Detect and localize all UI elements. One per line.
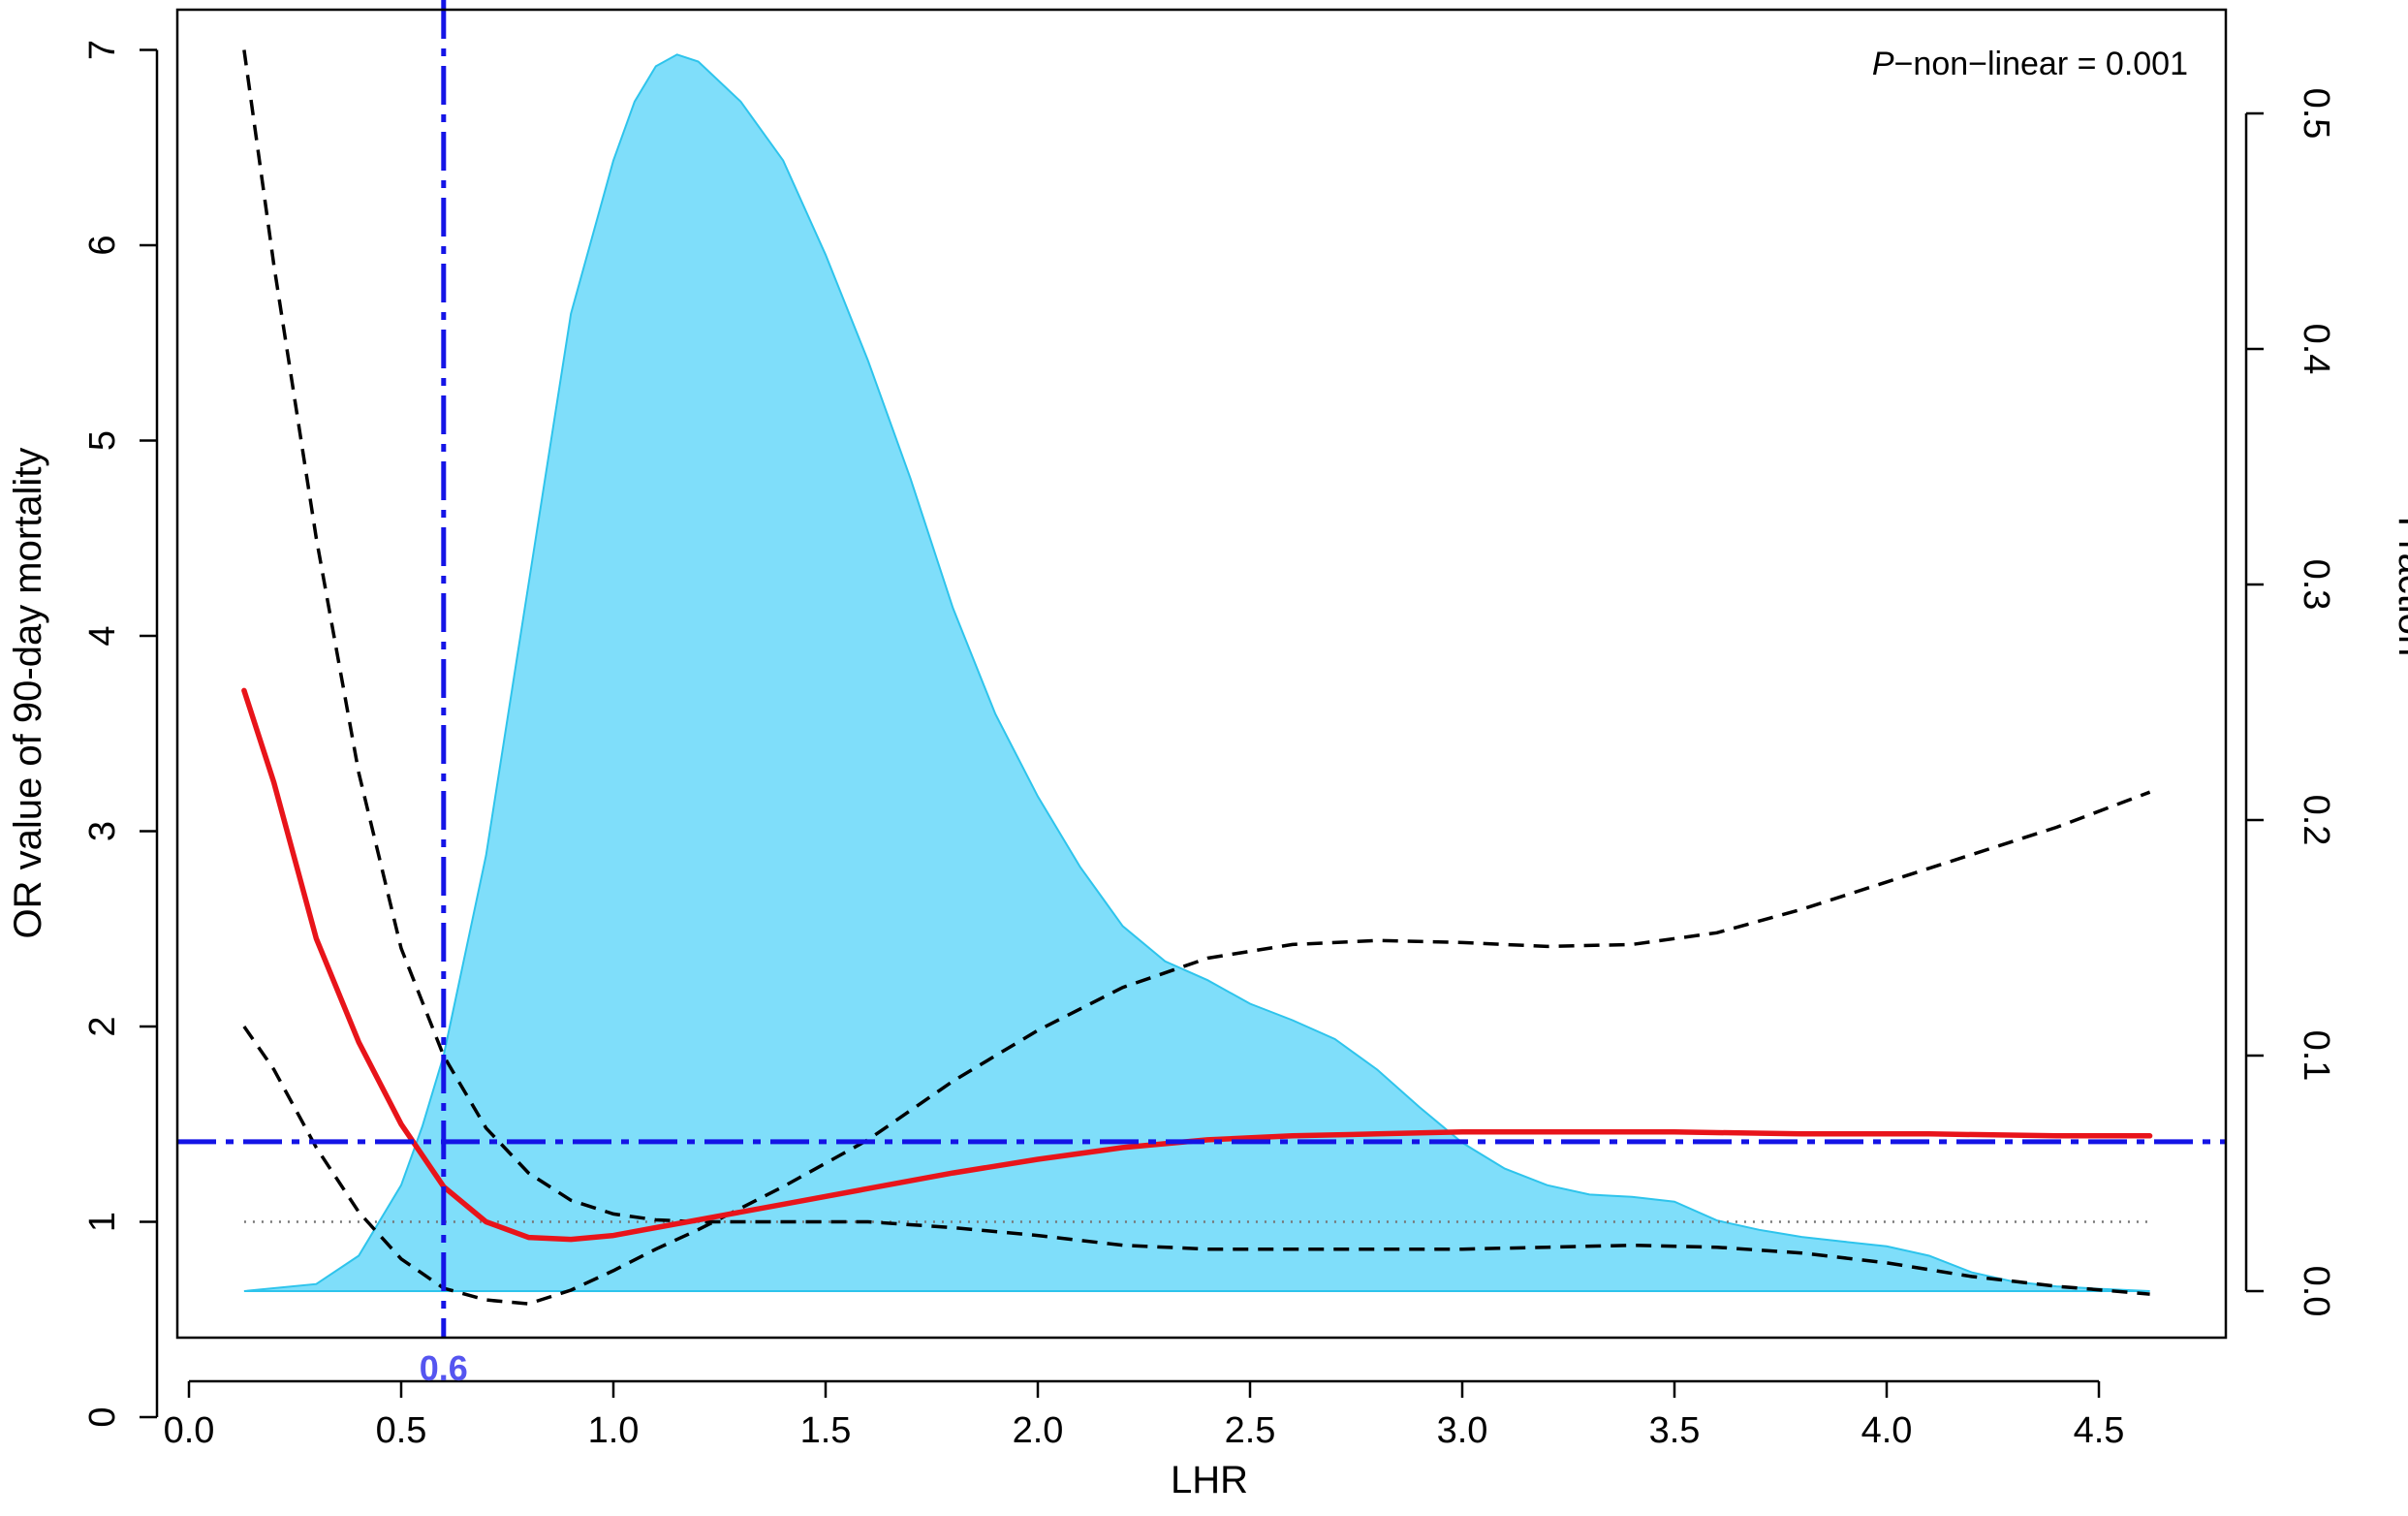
- x-tick-label: 3.0: [1437, 1410, 1488, 1451]
- y2-tick-label: 0.1: [2296, 1030, 2336, 1082]
- x-tick-label: 2.0: [1013, 1410, 1064, 1451]
- x-tick-label: 2.5: [1225, 1410, 1276, 1451]
- y-tick-label: 2: [82, 1016, 123, 1036]
- lines-layer: [177, 0, 2226, 1338]
- y-axis-label: OR value of 90-day mortality: [7, 448, 49, 939]
- x-tick-label: 1.0: [588, 1410, 640, 1451]
- y2-axis-label: Fraction: [2391, 517, 2408, 657]
- y-tick-label: 4: [82, 625, 123, 646]
- x-tick-label: 1.5: [800, 1410, 852, 1451]
- y2-tick-label: 0.4: [2296, 324, 2336, 375]
- y2-tick-label: 0.3: [2296, 559, 2336, 611]
- y2-tick-label: 0.2: [2296, 795, 2336, 846]
- x-tick-label: 3.5: [1649, 1410, 1701, 1451]
- ci-lower-line: [242, 790, 2151, 1306]
- x-tick-label: 0.5: [376, 1410, 427, 1451]
- x-tick-label: 0.0: [164, 1410, 215, 1451]
- cutoff-label: 0.6: [420, 1348, 468, 1388]
- x-tick-label: 4.0: [1861, 1410, 1913, 1451]
- p-value-text: −non−linear = 0.001: [1894, 46, 2188, 82]
- y-tick-label: 3: [82, 821, 123, 841]
- y-tick-label: 1: [82, 1212, 123, 1232]
- y-tick-label: 7: [82, 40, 123, 60]
- axes-layer: 0.0 0.5 1.0 1.5 2.0 2.5 3.0 3.5 4.0 4.5 0 1 2 3 4 5 6 7 0.…: [82, 8, 2336, 1451]
- density-area: [243, 53, 2150, 1292]
- y-tick-label: 6: [82, 235, 123, 255]
- plot-frame: [175, 8, 2228, 1340]
- x-tick-label: 4.5: [2074, 1410, 2125, 1451]
- y-tick-label: 0: [82, 1406, 123, 1427]
- y-tick-label: 5: [82, 430, 123, 451]
- y2-tick-label: 0.5: [2296, 88, 2336, 140]
- y2-tick-label: 0.0: [2296, 1266, 2336, 1317]
- x-axis-label: LHR: [1171, 1459, 1248, 1501]
- density-layer: [243, 53, 2150, 1292]
- ci-upper-line: [242, 49, 2150, 1296]
- p-value-annotation: P−non−linear = 0.001: [1872, 46, 2188, 82]
- or-line: [241, 687, 2153, 1243]
- p-value-prefix: P: [1872, 46, 1894, 82]
